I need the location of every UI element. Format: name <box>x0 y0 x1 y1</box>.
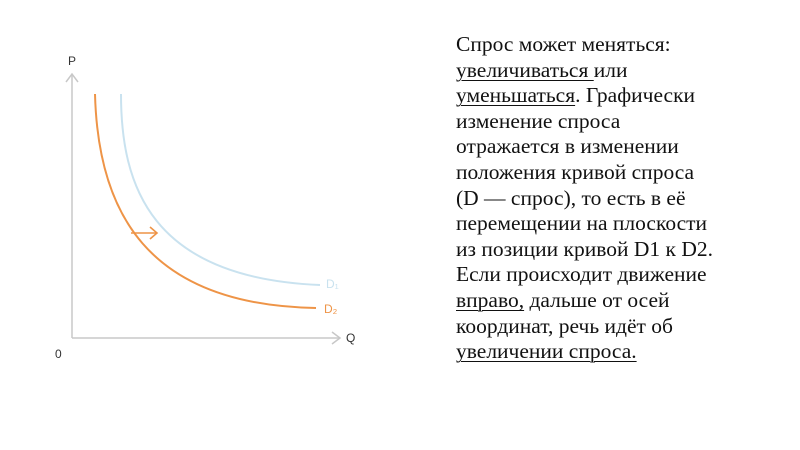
text-line-9: из позиции кривой D1 к D2. <box>456 236 713 261</box>
text-line-4: изменение спроса <box>456 108 621 133</box>
explanation-text: Спрос может меняться: увеличиваться или … <box>456 32 776 365</box>
text-line-11: вправо, дальше от осей <box>456 288 776 314</box>
text-line-1: Спрос может меняться: <box>456 32 671 56</box>
text-line-13: увеличении спроса. <box>456 339 776 365</box>
underlined-right: вправо, <box>456 287 525 312</box>
text-line-2: увеличиваться или <box>456 58 776 84</box>
y-axis-arrowhead <box>65 72 79 83</box>
y-axis-label: P <box>68 54 76 68</box>
text-line-6: положения кривой спроса <box>456 159 695 184</box>
curve-label-d2: D₂ <box>324 302 338 316</box>
text-line-3: уменьшаться. Графически <box>456 83 776 109</box>
origin-label: 0 <box>55 347 62 361</box>
underlined-demand-increase: увеличении спроса. <box>456 339 637 364</box>
text-line-10: Если происходит движение <box>456 262 707 287</box>
underlined-decrease: уменьшаться <box>456 83 576 108</box>
text-line-8: перемещении на плоскости <box>456 211 708 236</box>
text-line-11-rest: дальше от осей <box>524 287 670 312</box>
text-line-3-rest: . Графически <box>575 83 696 108</box>
demand-shift-diagram: P Q 0 D₁ D₂ <box>55 54 355 361</box>
underlined-increase: увеличиваться <box>456 57 594 82</box>
curve-label-d1: D₁ <box>326 277 339 291</box>
demand-curve-d1 <box>120 93 321 286</box>
shift-arrow-head <box>149 226 159 240</box>
x-axis-label: Q <box>346 331 355 345</box>
text-line-7: (D — спрос), то есть в её <box>456 185 686 210</box>
text-line-12: координат, речь идёт об <box>456 313 673 338</box>
text-line-5: отражается в изменении <box>456 134 679 159</box>
demand-curve-d2 <box>94 93 317 309</box>
x-axis-arrowhead <box>331 331 342 345</box>
text-line-2-rest: или <box>593 57 628 82</box>
